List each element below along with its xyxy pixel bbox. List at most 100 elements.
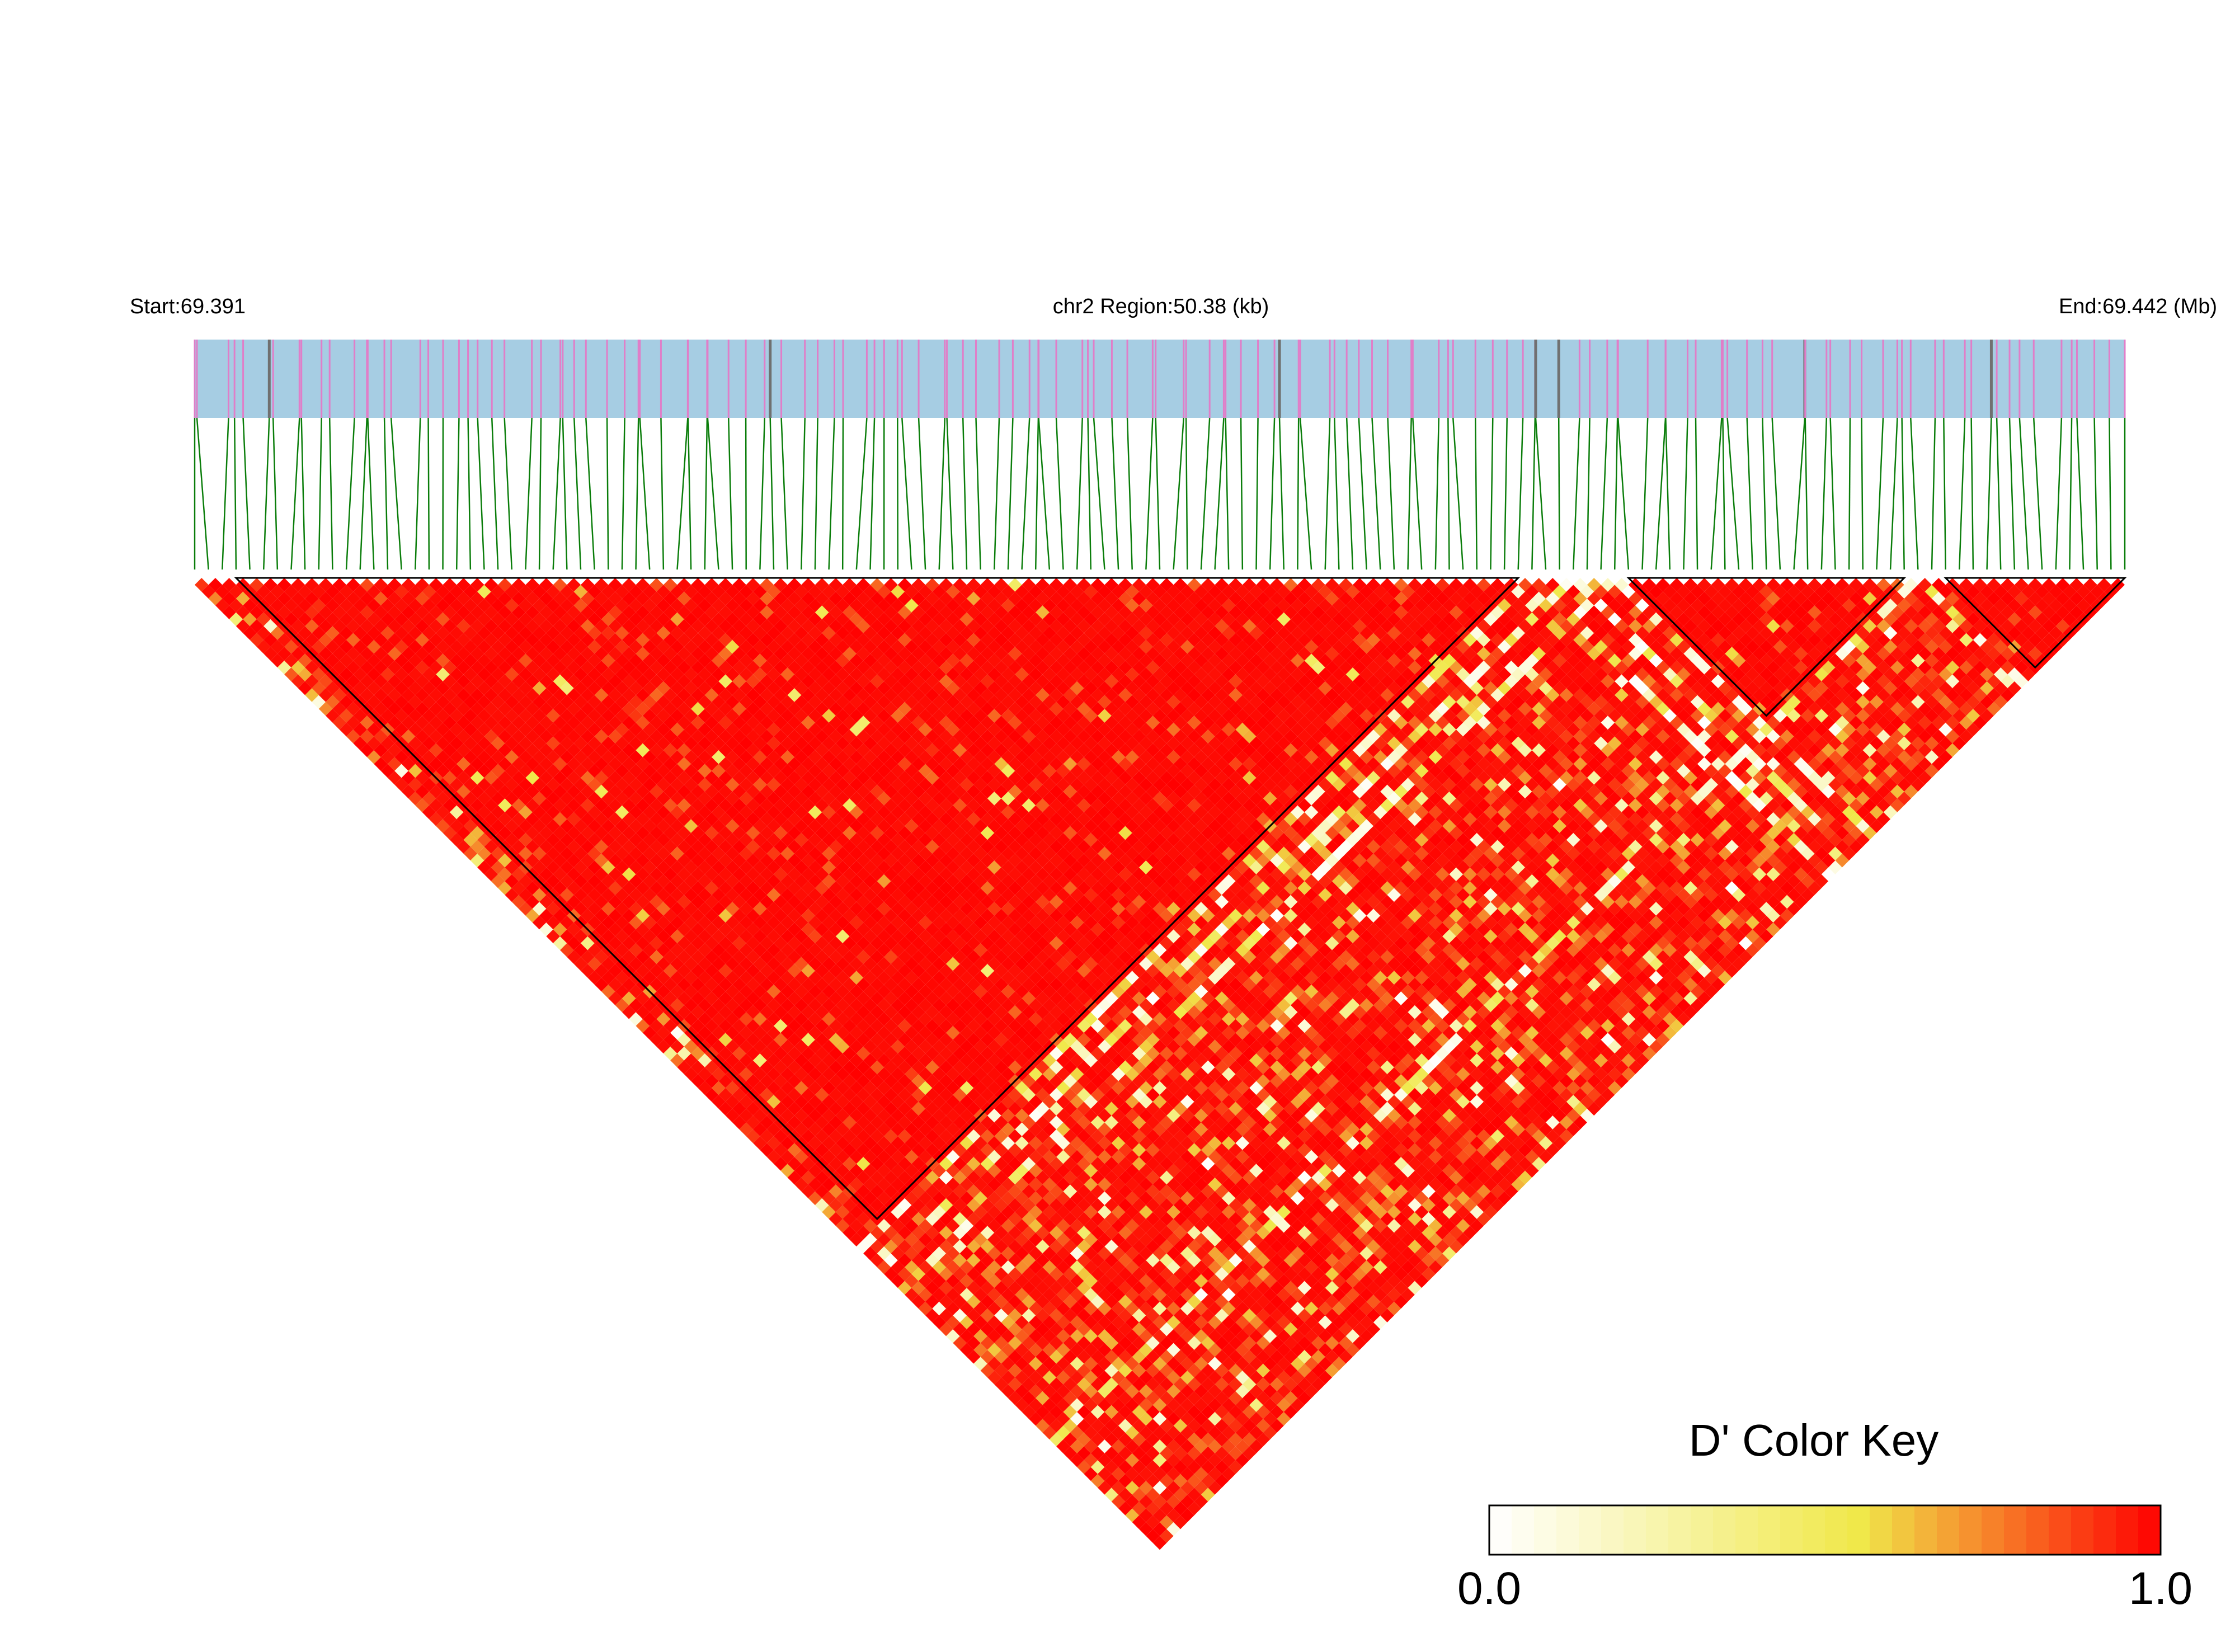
ld-cell [753,1122,767,1137]
ld-cell [374,757,388,771]
ld-cell [374,702,388,716]
ld-cell [815,1184,829,1198]
snp-connector [290,417,300,570]
ld-cell [1111,1494,1126,1509]
ld-cell [546,902,561,916]
ld-cell [573,791,588,806]
ld-cell [967,1309,981,1322]
ld-cell [670,984,684,999]
ld-cell [739,1039,754,1054]
ld-cell [353,626,368,640]
ld-cell [443,702,457,716]
ld-cell [215,598,229,613]
ld-cell [732,1033,746,1047]
ld-cell [339,598,354,613]
ld-cell [939,1322,953,1336]
ld-cell [967,1336,981,1350]
ld-cell [1111,1384,1126,1399]
ld-cell [1146,1432,1160,1447]
ld-cell [360,716,374,730]
ld-cell [256,612,271,627]
ld-cell [256,585,271,599]
ld-cell [1042,1398,1057,1412]
ld-cell [367,612,381,627]
ld-cell [863,1218,877,1233]
snp-connector [1200,417,1211,570]
ld-cell [457,812,470,826]
ld-cell [1056,1357,1070,1371]
ld-cell [429,660,443,675]
ld-cell [394,764,408,778]
ld-cell [539,771,553,785]
ld-cell [511,743,526,757]
ld-cell [794,1039,808,1054]
ld-cell [525,895,540,909]
ld-cell [339,653,354,668]
ld-cell [670,943,684,957]
ld-cell [967,1322,981,1336]
snp-connector [1434,417,1440,570]
ld-cell [243,626,257,640]
ld-cell [780,1150,794,1164]
snp-connector [707,417,719,570]
ld-cell [401,660,416,675]
ld-cell [939,1184,953,1198]
snp-connector [1447,417,1450,570]
ld-cell [1022,1281,1036,1295]
ld-cell [401,674,416,689]
ld-cell [1028,1246,1043,1260]
ld-cell [1118,1502,1132,1515]
ld-cell [1229,1446,1243,1461]
ld-cell [1118,1460,1132,1474]
ld-cell [360,633,374,647]
ld-cell [525,757,540,771]
ld-cell [1104,1405,1119,1419]
ld-cell [953,1267,967,1281]
ld-cell [1070,1288,1084,1302]
ld-cell [401,619,416,633]
ld-cell [1132,1419,1146,1433]
ld-cell [891,1260,905,1274]
ld-cell [346,674,360,689]
snp-connector [1185,417,1188,570]
ld-cell [953,1309,967,1322]
snp-connector [1076,417,1083,570]
ld-cell [1042,1357,1057,1371]
ld-cell [615,915,629,930]
ld-cell [1111,1439,1126,1453]
ld-cell [650,909,664,923]
ld-cell [663,950,677,964]
ld-cell [1118,1488,1132,1502]
ld-cell [1070,1453,1084,1467]
ld-cell [656,943,671,957]
ld-cell [332,660,347,675]
ld-cell [987,1246,1001,1260]
ld-cell [318,578,333,592]
ld-cell [1001,1370,1015,1385]
ld-cell [332,633,347,647]
ld-cell [608,840,622,854]
ld-cell [449,667,464,681]
ld-cell [1077,1391,1091,1405]
ld-cell [636,923,650,936]
snp-connector [359,417,368,570]
ld-cell [608,977,622,992]
ld-cell [1049,1350,1064,1364]
ld-cell [884,1116,898,1129]
ld-cell [608,812,622,826]
ld-cell [298,681,312,695]
ld-cell [1084,1453,1098,1467]
ld-cell [511,867,526,882]
snp-connector [552,417,561,570]
ld-cell [422,778,436,792]
ld-cell [718,1033,733,1047]
ld-cell [215,585,229,599]
ld-cell [429,674,443,689]
ld-cell [457,729,470,743]
ld-cell [973,1205,987,1219]
ld-cell [911,1198,926,1212]
snp-connector [946,417,954,570]
ld-cell [939,1253,953,1268]
ld-cell [877,1150,891,1164]
ld-cell [718,977,733,992]
